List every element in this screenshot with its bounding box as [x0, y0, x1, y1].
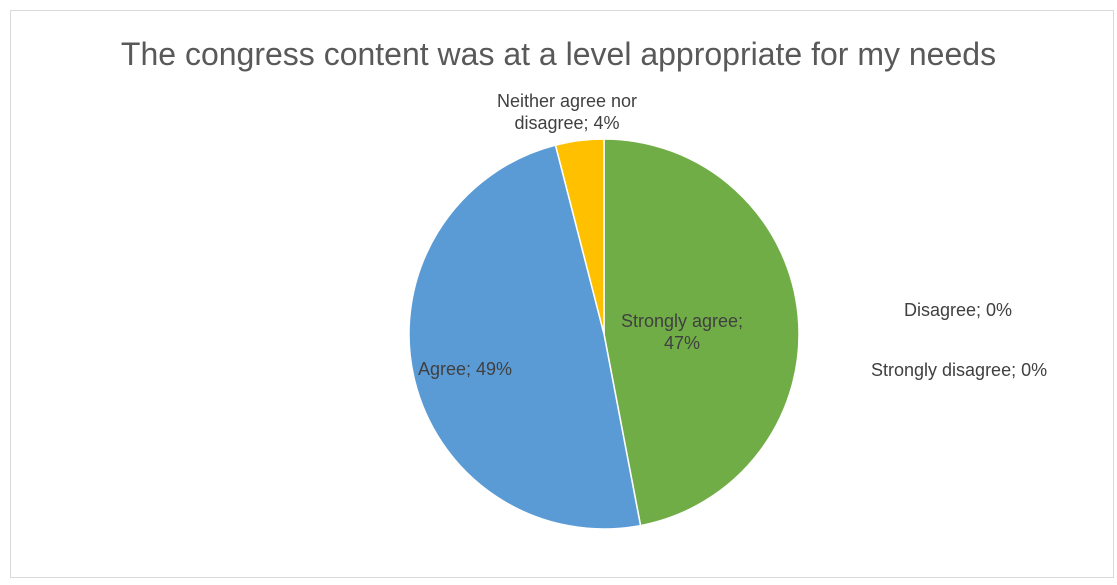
chart-title: The congress content was at a level appr…	[120, 36, 997, 72]
slice-label-strongly-agree: Strongly agree; 47%	[621, 311, 743, 353]
pie-slice-agree	[408, 144, 642, 530]
slice-label-neither-agree-nor-disagree: Neither agree nor disagree; 4%	[497, 91, 637, 133]
pie-slice-strongly-agree	[603, 138, 800, 527]
slice-label-disagree: Disagree; 0%	[904, 300, 1012, 320]
slice-label-agree: Agree; 49%	[418, 359, 512, 379]
slice-label-strongly-disagree: Strongly disagree; 0%	[871, 360, 1047, 380]
pie-slice-neither-agree-nor-disagree	[554, 138, 605, 335]
